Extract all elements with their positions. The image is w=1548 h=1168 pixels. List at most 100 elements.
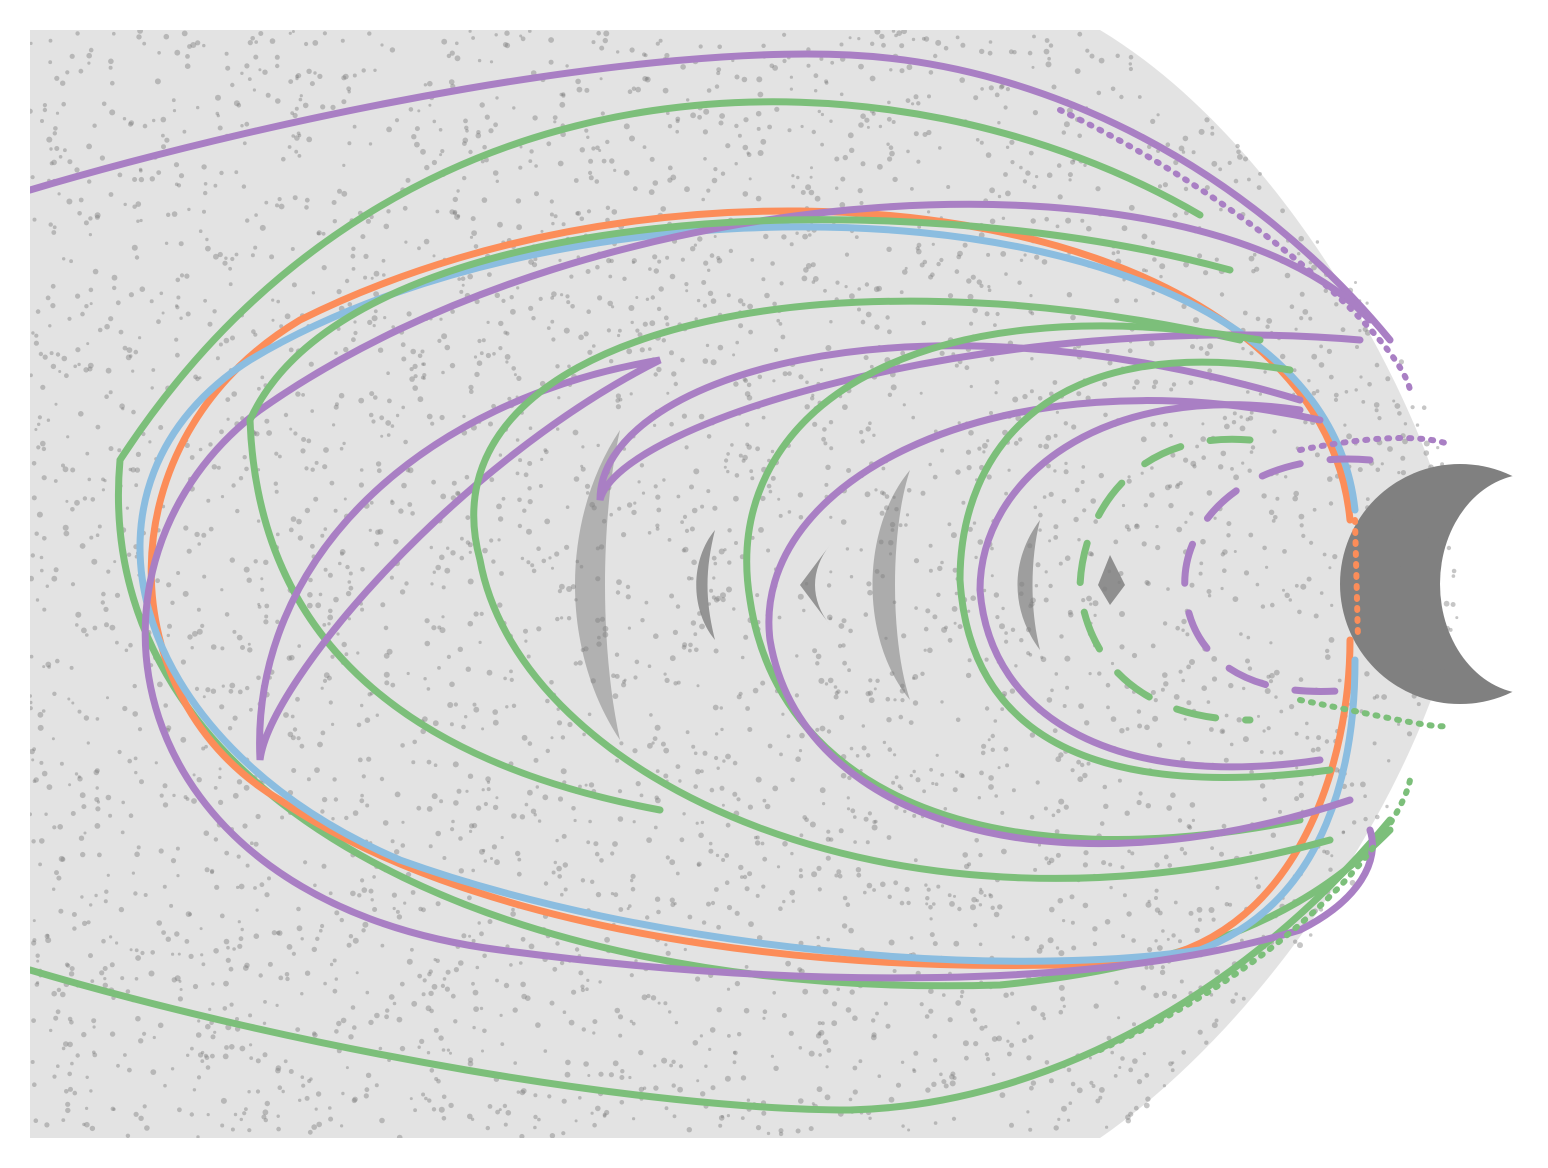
- chaos-point: [244, 962, 250, 968]
- chaos-point: [595, 891, 602, 898]
- chaos-point: [489, 538, 494, 543]
- chaos-point: [1322, 849, 1326, 854]
- chaos-point: [973, 95, 979, 101]
- chaos-point: [853, 840, 857, 844]
- chaos-point: [988, 893, 992, 897]
- chaos-point: [115, 300, 121, 306]
- chaos-point: [1295, 766, 1299, 770]
- chaos-point: [776, 318, 780, 323]
- chaos-point: [782, 841, 788, 847]
- chaos-point: [275, 98, 281, 104]
- chaos-point: [338, 561, 342, 566]
- chaos-point: [104, 622, 109, 628]
- chaos-point: [815, 653, 822, 660]
- chaos-point: [54, 870, 59, 876]
- chaos-point: [292, 112, 298, 119]
- chaos-point: [966, 465, 972, 471]
- chaos-point: [122, 705, 128, 712]
- chaos-point: [919, 391, 923, 395]
- chaos-point: [1288, 598, 1293, 602]
- chaos-point: [176, 571, 181, 575]
- chaos-point: [74, 772, 79, 776]
- chaos-point: [263, 1000, 267, 1004]
- chaos-point: [1383, 569, 1388, 574]
- chaos-point: [1191, 818, 1195, 823]
- chaos-point: [588, 782, 595, 788]
- chaos-point: [1305, 735, 1310, 740]
- chaos-point: [109, 109, 116, 116]
- chaos-point: [1333, 392, 1339, 398]
- chaos-point: [1434, 617, 1440, 623]
- chaos-point: [86, 342, 90, 346]
- chaos-point: [1019, 638, 1024, 643]
- chaos-point: [327, 622, 331, 626]
- chaos-point: [347, 90, 351, 94]
- chaos-point: [561, 92, 566, 97]
- chaos-point: [788, 1030, 794, 1036]
- chaos-point: [744, 391, 751, 397]
- chaos-point: [504, 42, 511, 49]
- chaos-point: [185, 911, 192, 917]
- chaos-point: [1410, 405, 1415, 410]
- chaos-point: [62, 466, 69, 473]
- chaos-point: [1443, 630, 1447, 634]
- chaos-point: [1144, 1072, 1150, 1078]
- chaos-point: [1410, 627, 1414, 631]
- chaos-point: [891, 120, 896, 124]
- chaos-point: [762, 798, 767, 803]
- chaos-point: [692, 1040, 699, 1046]
- chaos-point: [40, 568, 44, 573]
- chaos-point: [778, 1128, 784, 1134]
- chaos-point: [1328, 501, 1334, 506]
- chaos-point: [350, 890, 356, 897]
- chaos-point: [86, 920, 91, 925]
- chaos-point: [382, 820, 389, 826]
- chaos-point: [800, 124, 804, 129]
- chaos-point: [713, 167, 718, 172]
- chaos-point: [322, 623, 327, 627]
- chaos-point: [65, 1101, 71, 1107]
- chaos-point: [849, 293, 855, 300]
- chaos-point: [1111, 251, 1116, 256]
- chaos-point: [1179, 846, 1185, 852]
- chaos-point: [626, 348, 633, 355]
- chaos-point: [1027, 543, 1033, 549]
- chaos-point: [840, 519, 847, 525]
- chaos-point: [132, 204, 137, 209]
- chaos-point: [1431, 608, 1435, 611]
- chaos-point: [827, 677, 834, 684]
- chaos-point: [1162, 621, 1168, 626]
- chaos-point: [893, 698, 897, 702]
- chaos-point: [635, 86, 641, 93]
- chaos-point: [37, 711, 44, 718]
- chaos-point: [653, 1085, 659, 1091]
- chaos-point: [166, 582, 172, 588]
- chaos-point: [853, 815, 857, 819]
- chaos-point: [653, 1064, 657, 1068]
- chaos-point: [1064, 555, 1071, 561]
- chaos-point: [438, 1106, 445, 1113]
- chaos-point: [825, 464, 831, 470]
- chaos-point: [953, 621, 957, 625]
- chaos-point: [923, 648, 927, 652]
- chaos-point: [1256, 185, 1262, 191]
- chaos-point: [258, 973, 263, 978]
- chaos-point: [1309, 540, 1314, 545]
- chaos-point: [822, 427, 827, 432]
- chaos-point: [440, 493, 447, 500]
- chaos-point: [291, 951, 296, 956]
- chaos-point: [49, 147, 53, 151]
- chaos-point: [410, 890, 416, 895]
- chaos-point: [731, 58, 735, 63]
- chaos-point: [255, 813, 261, 820]
- chaos-point: [979, 48, 985, 55]
- chaos-point: [429, 1008, 434, 1014]
- chaos-point: [870, 1034, 877, 1041]
- chaos-point: [519, 34, 523, 38]
- chaos-point: [493, 122, 498, 128]
- chaos-point: [529, 149, 534, 154]
- chaos-point: [1044, 856, 1049, 861]
- chaos-point: [37, 422, 41, 426]
- chaos-point: [940, 773, 945, 777]
- chaos-point: [30, 41, 33, 45]
